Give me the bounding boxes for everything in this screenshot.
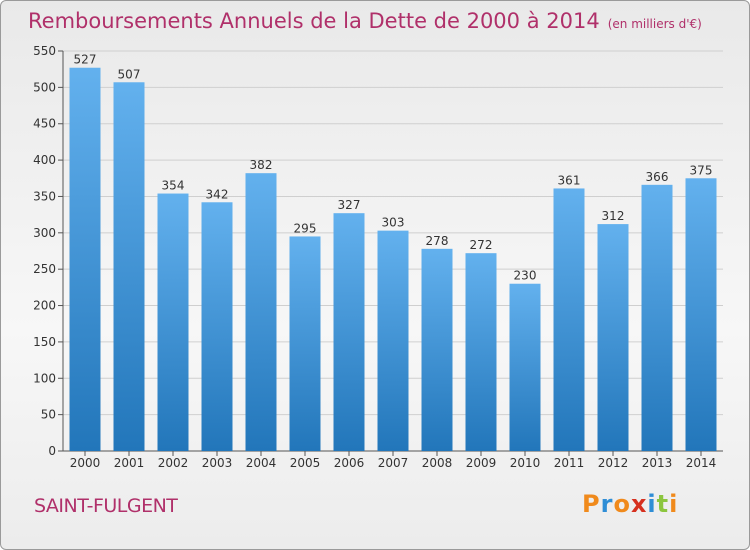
proxiti-logo: Proxiti	[582, 490, 678, 518]
data-label: 230	[514, 269, 537, 283]
x-tick-label: 2012	[598, 456, 629, 470]
data-label: 327	[338, 198, 361, 212]
y-tick-label: 250	[33, 262, 56, 276]
x-tick-label: 2008	[422, 456, 453, 470]
x-tick-label: 2007	[378, 456, 409, 470]
x-tick-label: 2013	[642, 456, 673, 470]
y-tick-label: 300	[33, 226, 56, 240]
y-tick-label: 400	[33, 153, 56, 167]
bar	[333, 213, 365, 451]
x-tick-label: 2014	[686, 456, 717, 470]
data-labels: 527 507 354 342 382 295 327 303 278 272 230 361 312 3…	[74, 53, 713, 283]
y-tick-label: 550	[33, 44, 56, 58]
bar	[69, 67, 101, 452]
bar	[157, 193, 189, 451]
bar	[641, 184, 673, 451]
x-tick-label: 2003	[202, 456, 233, 470]
bars	[69, 67, 717, 452]
units-label: (en milliers d'€)	[607, 17, 702, 31]
y-tick-label: 0	[48, 444, 56, 458]
x-tick-label: 2011	[554, 456, 585, 470]
logo-letter: o	[613, 490, 631, 518]
axes: 0 50 100 150 200 250 300 350 400 450 500 550 2000 200…	[33, 44, 723, 470]
x-tick-label: 2004	[246, 456, 277, 470]
data-label: 507	[118, 67, 141, 81]
logo-letter: i	[669, 490, 679, 518]
data-label: 278	[426, 234, 449, 248]
bar	[201, 202, 233, 451]
data-label: 303	[382, 216, 405, 230]
y-tick-label: 450	[33, 117, 56, 131]
x-tick-label: 2001	[114, 456, 145, 470]
bar	[553, 188, 585, 452]
data-label: 366	[646, 170, 669, 184]
x-tick-label: 2010	[510, 456, 541, 470]
title-text: Remboursements Annuels de la Dette de 20…	[28, 9, 600, 33]
data-label: 312	[602, 209, 625, 223]
bar	[597, 224, 629, 451]
data-label: 272	[470, 238, 493, 252]
logo-letter: t	[656, 490, 670, 518]
bar	[685, 178, 717, 452]
x-tick-label: 2000	[70, 456, 101, 470]
logo-letter: i	[647, 490, 657, 518]
data-label: 527	[74, 53, 97, 67]
y-tick-label: 100	[33, 371, 56, 385]
chart-title: Remboursements Annuels de la Dette de 20…	[28, 9, 702, 33]
bar	[377, 230, 409, 451]
bar	[509, 283, 541, 451]
city-name: SAINT-FULGENT	[34, 495, 178, 517]
bar	[245, 173, 277, 451]
bar	[421, 248, 453, 451]
logo-letter: P	[582, 490, 601, 518]
y-tick-label: 150	[33, 335, 56, 349]
bar	[465, 253, 497, 451]
y-tick-label: 50	[41, 408, 56, 422]
x-tick-label: 2006	[334, 456, 365, 470]
x-tick-label: 2002	[158, 456, 189, 470]
bar	[289, 236, 321, 451]
data-label: 295	[294, 221, 317, 235]
data-label: 361	[558, 173, 581, 187]
data-label: 342	[206, 187, 229, 201]
x-tick-label: 2005	[290, 456, 321, 470]
bar	[113, 82, 145, 451]
logo-letter: r	[600, 490, 614, 518]
y-tick-label: 200	[33, 299, 56, 313]
data-label: 375	[690, 163, 713, 177]
y-tick-label: 350	[33, 189, 56, 203]
data-label: 354	[162, 179, 185, 193]
x-tick-label: 2009	[466, 456, 497, 470]
data-label: 382	[250, 158, 273, 172]
logo-letter: x	[630, 490, 648, 518]
y-tick-label: 500	[33, 80, 56, 94]
